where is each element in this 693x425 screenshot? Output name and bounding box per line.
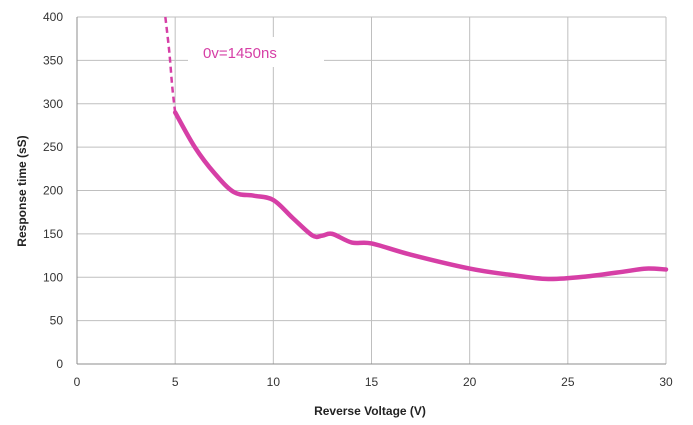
x-tick-label: 5 <box>172 375 179 389</box>
y-tick-label: 100 <box>43 270 63 284</box>
axes <box>76 17 666 365</box>
y-tick-label: 150 <box>43 227 63 241</box>
x-tick-label: 20 <box>463 375 477 389</box>
x-tick-label: 15 <box>365 375 379 389</box>
y-tick-label: 0 <box>56 357 63 371</box>
series-dashed-extension <box>164 16 177 113</box>
y-tick-labels: 0 50 100 150 200 250 300 350 400 <box>43 10 63 371</box>
annotation-label: 0v=1450ns <box>203 45 277 62</box>
series-group <box>164 16 669 282</box>
annotation-group: 0v=1450ns <box>188 37 324 67</box>
x-tick-label: 10 <box>267 375 281 389</box>
y-tick-label: 50 <box>50 314 64 328</box>
y-tick-label: 350 <box>43 53 63 67</box>
series-line <box>172 110 669 282</box>
y-axis-title: Response time (sS) <box>15 135 29 246</box>
y-tick-label: 400 <box>43 10 63 24</box>
x-tick-label: 25 <box>561 375 575 389</box>
x-tick-labels: 0 5 10 15 20 25 30 <box>74 375 673 389</box>
gridlines <box>77 16 667 364</box>
x-tick-label: 0 <box>74 375 81 389</box>
y-tick-label: 200 <box>43 184 63 198</box>
annotation-background <box>188 37 324 67</box>
x-axis-title: Reverse Voltage (V) <box>314 404 426 418</box>
y-tick-label: 250 <box>43 140 63 154</box>
x-tick-label: 30 <box>659 375 673 389</box>
y-tick-label: 300 <box>43 97 63 111</box>
